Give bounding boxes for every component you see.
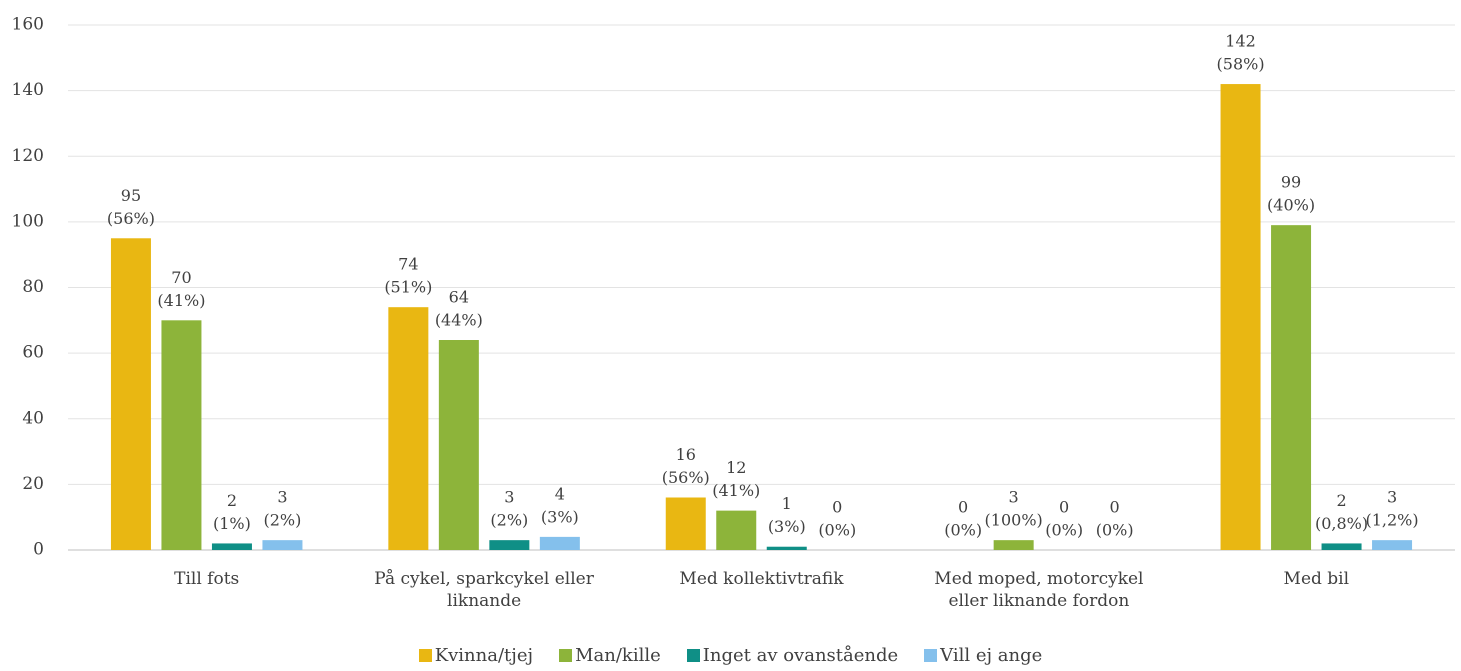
bar bbox=[388, 307, 429, 550]
bar bbox=[211, 543, 252, 550]
data-label: 3 bbox=[1387, 488, 1397, 507]
data-label: 12 bbox=[726, 458, 746, 477]
data-label: (44%) bbox=[435, 311, 483, 330]
legend-label: Vill ej ange bbox=[940, 645, 1043, 666]
data-label: 70 bbox=[171, 268, 191, 287]
legend-label: Man/kille bbox=[575, 645, 661, 666]
legend-swatch bbox=[559, 649, 573, 662]
data-label: 3 bbox=[1009, 488, 1019, 507]
data-label: (0%) bbox=[818, 521, 856, 540]
data-label: 1 bbox=[782, 494, 792, 513]
bar bbox=[1321, 543, 1362, 550]
legend-item: Man/kille bbox=[559, 645, 661, 666]
data-label: (41%) bbox=[157, 291, 205, 310]
data-label: (0%) bbox=[1096, 521, 1134, 540]
legend-item: Inget av ovanstående bbox=[686, 645, 899, 666]
bar bbox=[1271, 225, 1312, 550]
data-label: 0 bbox=[1110, 498, 1120, 517]
data-label: 3 bbox=[504, 488, 514, 507]
data-label: 99 bbox=[1281, 173, 1301, 192]
data-label: (1,2%) bbox=[1365, 511, 1418, 530]
y-tick-label: 160 bbox=[12, 15, 44, 35]
data-label: 0 bbox=[958, 498, 968, 517]
x-tick-label: Med kollektivtrafik bbox=[679, 569, 844, 589]
legend-item: Kvinna/tjej bbox=[418, 645, 534, 666]
bar bbox=[438, 340, 479, 550]
x-tick-label: På cykel, sparkcykel eller liknande bbox=[374, 569, 594, 611]
data-label: 64 bbox=[449, 288, 469, 307]
legend-swatch bbox=[418, 649, 432, 662]
bar bbox=[993, 540, 1034, 550]
data-label: 2 bbox=[227, 491, 237, 510]
data-label: (2%) bbox=[264, 511, 302, 530]
y-tick-label: 20 bbox=[22, 474, 44, 494]
data-label: (40%) bbox=[1267, 196, 1315, 215]
data-label: 0 bbox=[1059, 498, 1069, 517]
x-tick-label: Till fots bbox=[174, 569, 240, 589]
y-tick-label: 80 bbox=[22, 277, 44, 297]
data-label: (58%) bbox=[1217, 55, 1265, 74]
legend: Kvinna/tjej Man/kille Inget av ovanstående… bbox=[0, 645, 1461, 666]
data-label: 142 bbox=[1225, 32, 1256, 51]
data-label: (41%) bbox=[712, 481, 760, 500]
data-label: (56%) bbox=[107, 209, 155, 228]
legend-item: Vill ej ange bbox=[924, 645, 1042, 666]
data-label: (0,8%) bbox=[1315, 514, 1368, 533]
bar bbox=[539, 536, 580, 550]
y-tick-label: 0 bbox=[33, 540, 44, 560]
data-label: (100%) bbox=[985, 511, 1043, 530]
bar bbox=[766, 546, 807, 550]
data-label: 16 bbox=[676, 445, 696, 464]
data-label: (51%) bbox=[384, 278, 432, 297]
y-tick-label: 140 bbox=[12, 80, 44, 100]
bar bbox=[1372, 540, 1413, 550]
data-label: 74 bbox=[398, 255, 418, 274]
bar bbox=[489, 540, 530, 550]
bar bbox=[716, 510, 757, 550]
legend-swatch bbox=[924, 649, 938, 662]
data-label: (2%) bbox=[490, 511, 528, 530]
legend-swatch bbox=[686, 649, 700, 662]
data-label: (0%) bbox=[944, 521, 982, 540]
data-label: 4 bbox=[555, 484, 565, 503]
data-label: (56%) bbox=[662, 468, 710, 487]
bar bbox=[665, 497, 706, 550]
legend-label: Kvinna/tjej bbox=[434, 645, 534, 666]
legend-label: Inget av ovanstående bbox=[702, 645, 899, 666]
data-label: (0%) bbox=[1045, 521, 1083, 540]
y-tick-label: 100 bbox=[12, 211, 44, 231]
y-tick-label: 40 bbox=[22, 408, 44, 428]
data-label: 3 bbox=[277, 488, 287, 507]
y-tick-label: 60 bbox=[22, 343, 44, 363]
bar bbox=[161, 320, 202, 550]
data-label: 2 bbox=[1336, 491, 1346, 510]
bar bbox=[262, 540, 303, 550]
data-label: 95 bbox=[121, 186, 141, 205]
x-tick-label: Med moped, motorcykel eller liknande for… bbox=[934, 569, 1144, 611]
data-label: 0 bbox=[832, 498, 842, 517]
data-label: (3%) bbox=[541, 507, 579, 526]
data-label: (3%) bbox=[768, 517, 806, 536]
bar bbox=[1220, 84, 1261, 550]
data-label: (1%) bbox=[213, 514, 251, 533]
x-tick-label: Med bil bbox=[1283, 569, 1350, 589]
y-tick-label: 120 bbox=[12, 146, 44, 166]
bar bbox=[110, 238, 151, 550]
